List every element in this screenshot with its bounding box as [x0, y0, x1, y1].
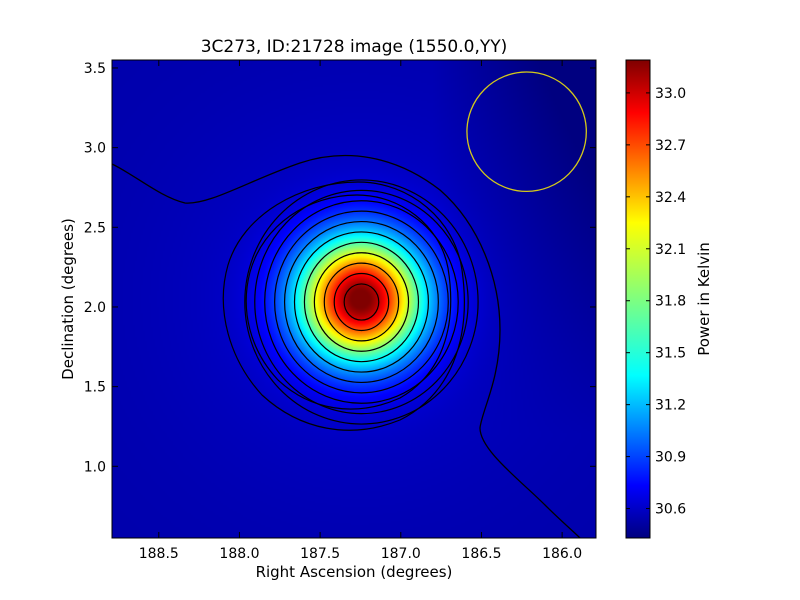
colorbar-tick-label: 30.6: [655, 502, 686, 518]
plot-area: [111, 59, 597, 539]
contour-ring: [245, 194, 452, 410]
contour-ring: [313, 252, 410, 352]
y-tick-label: 2.0: [84, 300, 106, 316]
y-axis-label: Declination (degrees): [59, 218, 77, 380]
colorbar-tick-label: 31.2: [655, 398, 686, 414]
colorbar-label: Power in Kelvin: [695, 242, 713, 356]
colorbar-tick-label: 31.5: [655, 346, 686, 362]
y-tick-label: 1.5: [84, 380, 106, 396]
contour-outer: [112, 154, 581, 538]
colorbar-tick-label: 32.1: [655, 242, 686, 258]
contour-lines: [112, 154, 581, 538]
colorbar-tick-label: 32.4: [655, 190, 686, 206]
colorbar-tick-label: 31.8: [655, 294, 686, 310]
x-tick-label: 186.5: [461, 546, 501, 562]
contour-ring: [303, 241, 420, 363]
chart-title: 3C273, ID:21728 image (1550.0,YY): [201, 37, 508, 57]
y-tick-label: 2.5: [84, 220, 106, 236]
y-axis: 1.0 1.5 2.0 2.5 3.0 3.5: [84, 61, 596, 475]
contour-ring: [274, 210, 449, 394]
x-axis-label: Right Ascension (degrees): [256, 563, 453, 581]
y-tick-label: 3.0: [84, 141, 106, 157]
contour-ring: [323, 262, 400, 342]
contour-ring: [264, 200, 459, 404]
colorbar-tick-label: 30.9: [655, 450, 686, 466]
beam-circle: [466, 71, 587, 193]
contour-ring: [333, 272, 390, 332]
contour-ring: [293, 231, 430, 373]
x-axis: 188.5 188.0 187.5 187.0 186.5 186.0: [139, 60, 582, 562]
x-tick-label: 186.0: [542, 546, 582, 562]
x-tick-label: 188.5: [139, 546, 179, 562]
y-tick-label: 1.0: [84, 459, 106, 475]
contour-ring: [343, 283, 380, 321]
contour-ring: [254, 189, 469, 415]
x-tick-label: 188.0: [219, 546, 259, 562]
contour-ring: [283, 220, 439, 384]
colorbar-ticks: 30.6 30.9 31.2 31.5 31.8 32.1 32.4 32.7 33.0: [626, 86, 686, 518]
heatmap-image: [112, 60, 596, 538]
colorbar-tick-label: 32.7: [655, 138, 686, 154]
x-tick-label: 187.0: [381, 546, 421, 562]
colorbar-tick-label: 33.0: [655, 86, 686, 102]
contour-ring: [244, 179, 479, 425]
colorbar: 30.6 30.9 31.2 31.5 31.8 32.1 32.4 32.7 33.0 Pow…: [625, 59, 713, 539]
x-tick-label: 187.5: [300, 546, 340, 562]
plot-frame: [111, 59, 597, 539]
colorbar-bar: [625, 59, 651, 539]
y-tick-label: 3.5: [84, 61, 106, 77]
